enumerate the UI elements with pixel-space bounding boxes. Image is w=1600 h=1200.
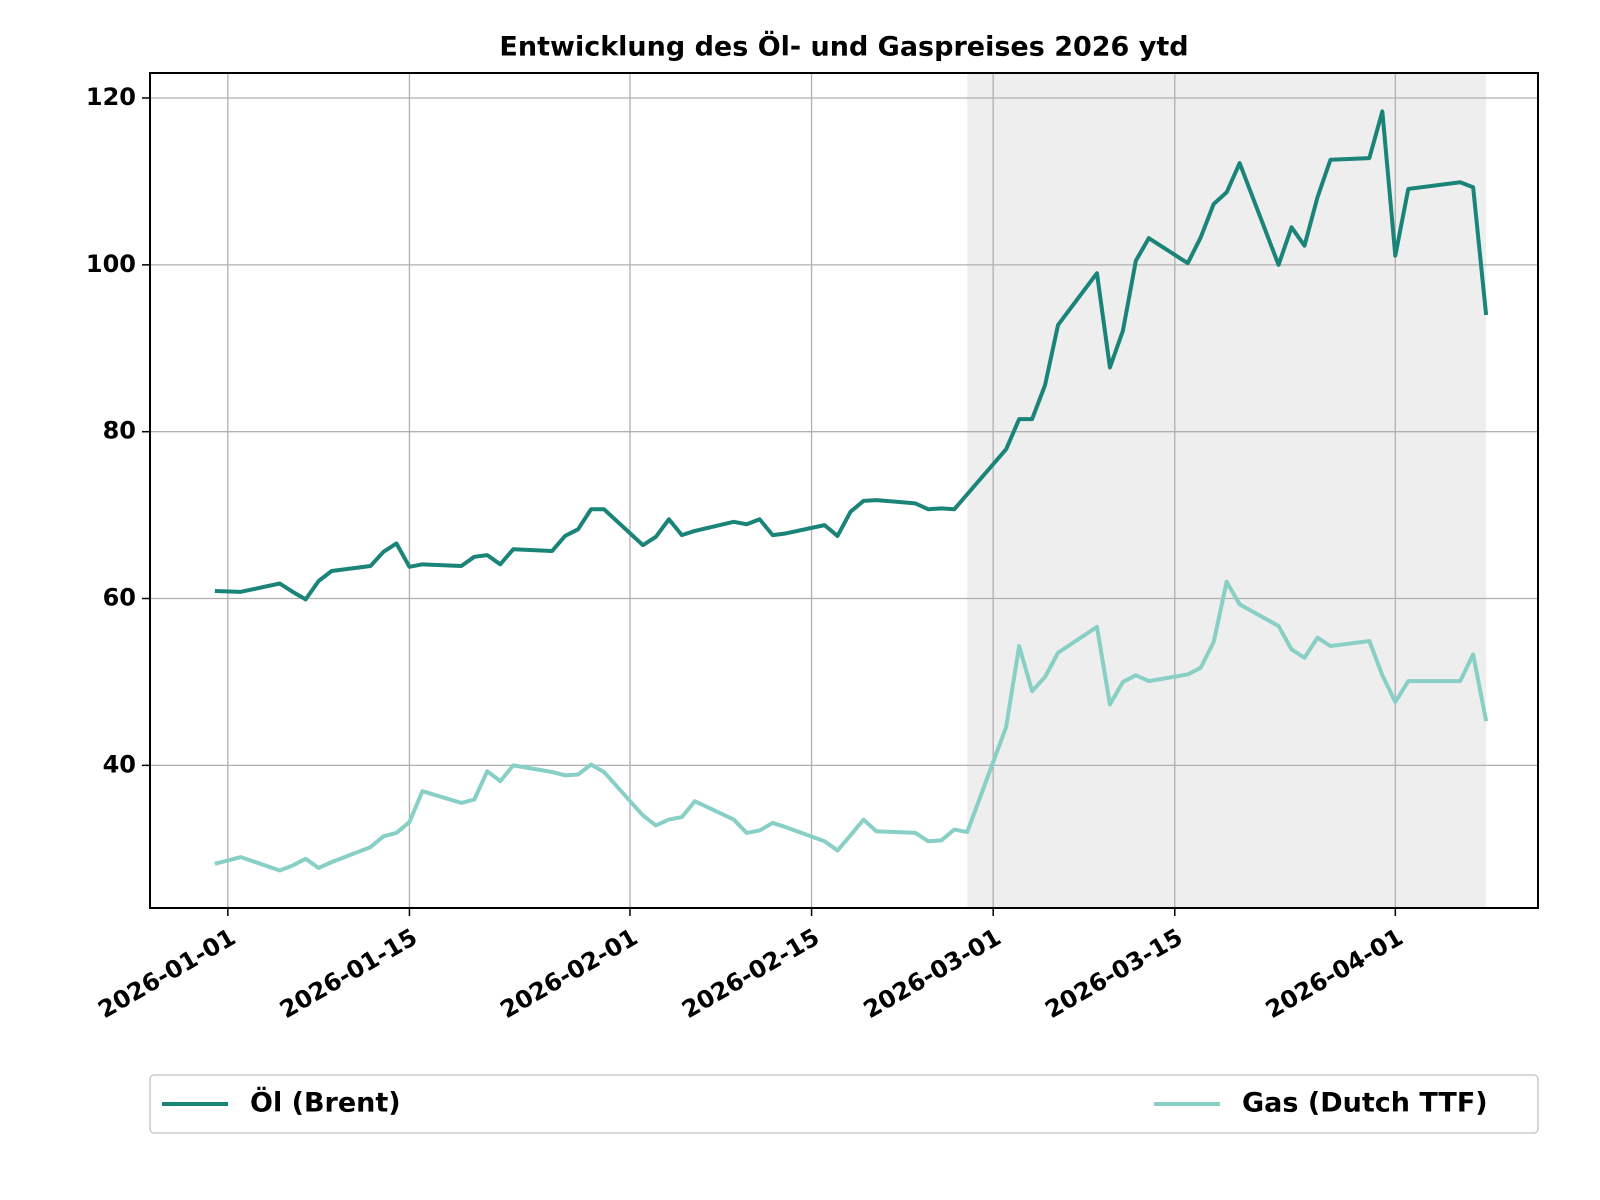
plot-frame	[149, 72, 1539, 909]
legend-label: Öl (Brent)	[250, 1086, 401, 1119]
x-tick-label: 2026-01-01	[93, 923, 240, 1024]
y-tick-label: 40	[103, 750, 136, 778]
y-tick-label: 100	[86, 250, 136, 278]
legend: Öl (Brent) Gas (Dutch TTF)	[149, 1074, 1539, 1134]
legend-label: Gas (Dutch TTF)	[1242, 1088, 1488, 1119]
legend-frame	[149, 1074, 1539, 1134]
x-tick-label: 2026-02-15	[677, 923, 824, 1024]
y-tick-label: 80	[103, 417, 136, 445]
y-tick-label: 120	[86, 83, 136, 111]
x-tick-label: 2026-03-15	[1040, 923, 1187, 1024]
line-series	[214, 579, 1489, 873]
x-tick-label: 2026-02-01	[496, 923, 643, 1024]
x-tick-label: 2026-03-01	[859, 923, 1006, 1024]
line-series	[214, 109, 1489, 602]
x-tick-label: 2026-01-15	[275, 923, 422, 1024]
x-tick-label: 2026-04-01	[1261, 923, 1408, 1024]
chart-title: Entwicklung des Öl- und Gaspreises 2026 …	[499, 30, 1188, 63]
y-tick-label: 60	[103, 584, 136, 612]
highlight-band	[967, 73, 1487, 908]
